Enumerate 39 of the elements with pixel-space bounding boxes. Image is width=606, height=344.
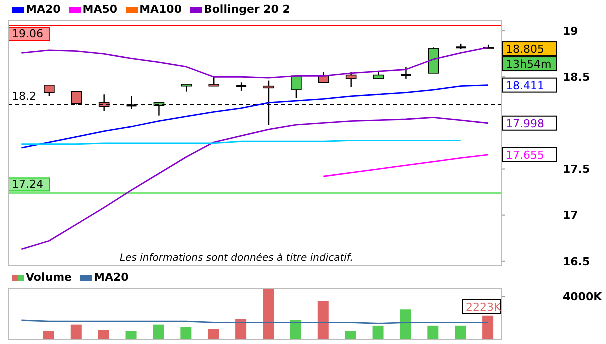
y-tick-label: 17.5 xyxy=(563,163,590,176)
candlestick xyxy=(346,72,357,88)
legend-label: MA20 xyxy=(93,271,129,284)
data-label: 18.411 xyxy=(506,79,544,92)
bar xyxy=(372,326,384,340)
legend-label: MA100 xyxy=(138,3,182,16)
y-tick-label: 19 xyxy=(563,24,578,38)
data-label: 17.998 xyxy=(506,117,544,130)
text: 13h54m xyxy=(506,58,552,72)
candlestick xyxy=(208,76,220,87)
bar xyxy=(153,324,164,340)
bar xyxy=(180,327,192,340)
bar xyxy=(400,310,412,340)
legend-label: MA50 xyxy=(82,3,118,16)
y-tick-label: 4000K xyxy=(563,290,603,304)
candlestick xyxy=(400,66,412,80)
bar xyxy=(428,326,439,340)
bar xyxy=(455,326,466,340)
y-tick-label: 18.5 xyxy=(563,71,590,84)
candlestick xyxy=(291,76,302,99)
y-tick-label: 17 xyxy=(563,209,578,222)
bar xyxy=(263,289,274,340)
line-series xyxy=(322,154,489,178)
bar xyxy=(208,329,220,340)
bar xyxy=(318,301,329,340)
legend-label: MA20 xyxy=(25,3,61,16)
bar xyxy=(482,316,494,340)
candlestick xyxy=(181,84,192,92)
ref-line-label: 18.2 xyxy=(12,90,36,103)
bar xyxy=(70,324,82,340)
legend-label: Volume xyxy=(25,271,72,284)
data-label: 17.655 xyxy=(506,148,544,162)
legend-label: Bollinger 20 2 xyxy=(202,3,290,16)
annotation: Les informations sont données à titre indicatif. xyxy=(120,253,354,264)
ref-line-label: 19.06 xyxy=(12,28,44,41)
text: 18.805 xyxy=(506,43,544,56)
y-tick-label: 16.5 xyxy=(563,255,590,268)
candlestick xyxy=(44,84,55,98)
ref-line-label: 17.24 xyxy=(12,178,44,192)
